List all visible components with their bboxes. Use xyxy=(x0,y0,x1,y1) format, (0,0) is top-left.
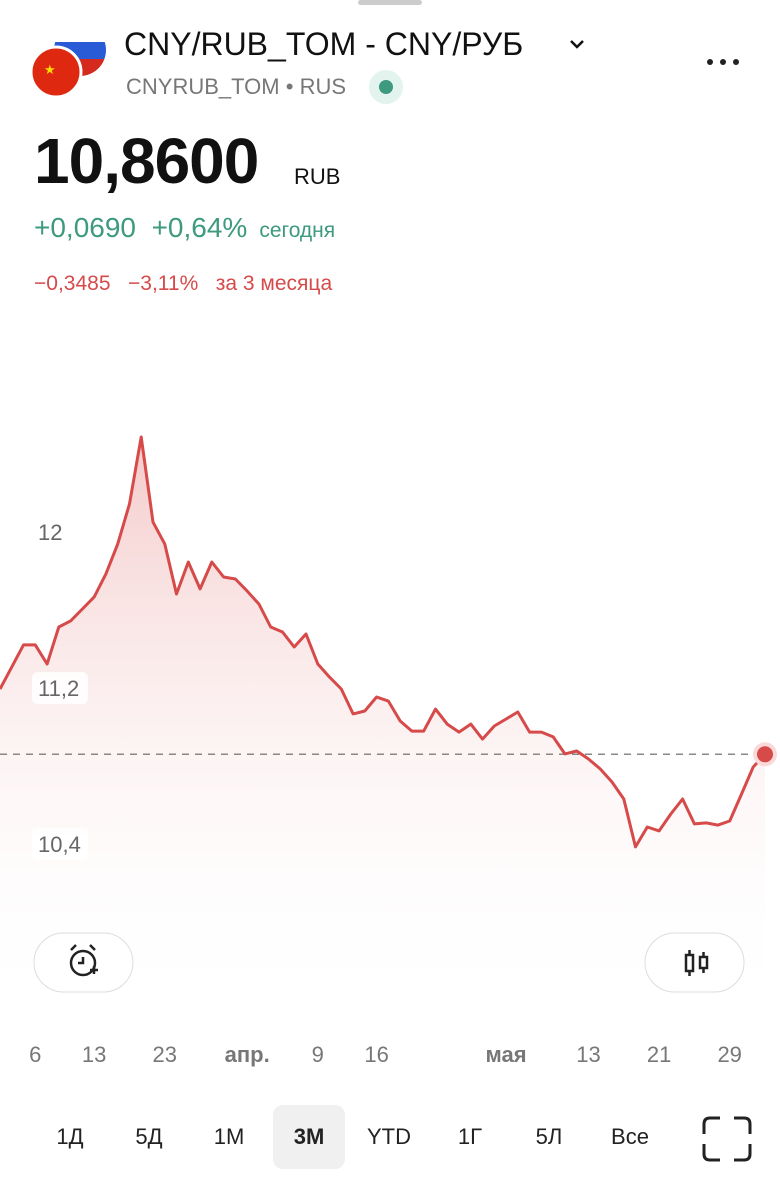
change-pct: +0,64% xyxy=(151,212,248,243)
status-dot xyxy=(379,80,393,94)
y-tick-label: 12 xyxy=(38,520,62,545)
period-tabs: 1Д 5Д 1М 3М YTD 1Г 5Л Все xyxy=(0,1105,780,1169)
x-tick-label: 29 xyxy=(717,1042,741,1067)
last-point xyxy=(753,742,777,767)
period-tab[interactable]: 5Л xyxy=(535,1124,563,1149)
change-abs: +0,0690 xyxy=(34,212,136,243)
instrument-title[interactable]: CNY/RUB_TOM - CNY/РУБ xyxy=(124,26,524,62)
x-tick-label: 13 xyxy=(576,1042,600,1067)
change-label: за 3 месяца xyxy=(215,272,333,295)
y-tick-bg xyxy=(32,672,88,704)
ticker: CNYRUB_TOM xyxy=(126,74,280,99)
change-pct: −3,11% xyxy=(128,272,199,295)
currency: RUB xyxy=(294,164,341,189)
change-period: −0,3485 −3,11% за 3 месяца xyxy=(34,272,332,296)
x-tick-label: 6 xyxy=(29,1042,41,1067)
change-today: +0,0690 +0,64% сегодня xyxy=(34,212,335,244)
fullscreen-button[interactable] xyxy=(702,1116,752,1162)
exchange: RUS xyxy=(299,74,347,99)
y-tick-bg xyxy=(32,828,88,860)
x-tick-label: 13 xyxy=(82,1042,106,1067)
change-label: сегодня xyxy=(259,219,336,242)
x-tick-label: мая xyxy=(486,1042,527,1067)
flag-icon: ★ xyxy=(29,24,106,99)
y-tick: 12 xyxy=(32,516,88,548)
y-tick-label: 10,4 xyxy=(38,832,81,857)
chart-type-button[interactable] xyxy=(644,932,745,993)
y-tick-bg xyxy=(32,516,88,548)
x-tick-label: 9 xyxy=(312,1042,324,1067)
period-tab[interactable]: YTD xyxy=(367,1124,411,1149)
subtitle: CNYRUB_TOM • RUS xyxy=(126,74,346,100)
more-menu[interactable] xyxy=(707,59,739,65)
alert-button[interactable] xyxy=(33,932,134,993)
period-tab[interactable]: 1Д xyxy=(56,1124,84,1149)
area-fill xyxy=(0,437,765,1020)
x-tick-label: 21 xyxy=(647,1042,671,1067)
period-tab[interactable]: 1М xyxy=(213,1124,245,1149)
x-tick-label: 23 xyxy=(153,1042,177,1067)
y-tick: 10,4 xyxy=(32,828,88,860)
separator: • xyxy=(279,74,300,99)
svg-text:★: ★ xyxy=(44,62,56,77)
x-tick-label: 16 xyxy=(364,1042,388,1067)
period-tab[interactable]: 3М xyxy=(273,1105,345,1169)
period-tab[interactable]: Все xyxy=(611,1124,649,1149)
drag-handle xyxy=(358,0,422,5)
x-tick-label: апр. xyxy=(225,1042,270,1067)
price-line xyxy=(0,435,767,849)
y-tick: 11,2 xyxy=(32,672,88,704)
change-abs: −0,3485 xyxy=(34,272,111,295)
price: 10,8600 xyxy=(34,125,259,197)
dropdown-chevron[interactable] xyxy=(570,40,584,49)
period-tab[interactable]: 1Г xyxy=(457,1124,483,1149)
y-tick-label: 11,2 xyxy=(38,676,79,701)
period-tab[interactable]: 5Д xyxy=(135,1124,163,1149)
